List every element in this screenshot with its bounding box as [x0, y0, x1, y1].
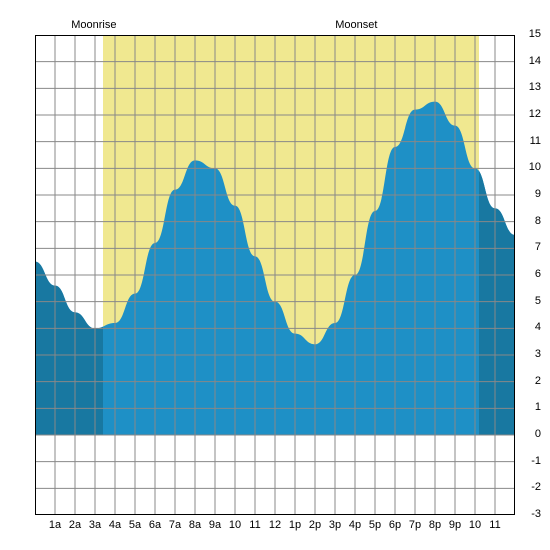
y-tick-label: -1 [519, 455, 541, 467]
y-tick-label: 8 [519, 215, 541, 227]
y-tick-label: 9 [519, 188, 541, 200]
x-tick-label: 7a [165, 519, 185, 531]
y-tick-label: -2 [519, 481, 541, 493]
x-tick-label: 6a [145, 519, 165, 531]
x-tick-label: 5p [365, 519, 385, 531]
x-tick-label: 1p [285, 519, 305, 531]
y-tick-label: 3 [519, 348, 541, 360]
x-tick-label: 9a [205, 519, 225, 531]
x-tick-label: 3a [85, 519, 105, 531]
y-tick-label: 15 [519, 28, 541, 40]
x-tick-label: 9p [445, 519, 465, 531]
x-tick-label: 8p [425, 519, 445, 531]
x-tick-label: 10 [225, 519, 245, 531]
x-tick-label: 4a [105, 519, 125, 531]
x-tick-label: 3p [325, 519, 345, 531]
x-tick-label: 11 [245, 519, 265, 531]
x-tick-label: 6p [385, 519, 405, 531]
tide-chart [35, 35, 515, 515]
tide-chart-container: Moonrise 01:12A Moonset 02:24P 1a2a3a4a5… [0, 0, 550, 550]
y-tick-label: 13 [519, 81, 541, 93]
x-tick-label: 2a [65, 519, 85, 531]
x-tick-label: 10 [465, 519, 485, 531]
x-tick-label: 11 [485, 519, 505, 531]
y-tick-label: -3 [519, 508, 541, 520]
y-tick-label: 5 [519, 295, 541, 307]
x-tick-label: 2p [305, 519, 325, 531]
y-tick-label: 0 [519, 428, 541, 440]
x-tick-label: 8a [185, 519, 205, 531]
y-tick-label: 4 [519, 321, 541, 333]
x-tick-label: 12 [265, 519, 285, 531]
x-tick-label: 1a [45, 519, 65, 531]
y-tick-label: 2 [519, 375, 541, 387]
y-tick-label: 11 [519, 135, 541, 147]
x-tick-label: 4p [345, 519, 365, 531]
x-tick-label: 7p [405, 519, 425, 531]
moonrise-title: Moonrise [71, 19, 116, 31]
moonset-title: Moonset [335, 19, 377, 31]
y-tick-label: 7 [519, 241, 541, 253]
y-tick-label: 6 [519, 268, 541, 280]
y-tick-label: 14 [519, 55, 541, 67]
x-tick-label: 5a [125, 519, 145, 531]
y-tick-label: 12 [519, 108, 541, 120]
y-tick-label: 10 [519, 161, 541, 173]
y-tick-label: 1 [519, 401, 541, 413]
